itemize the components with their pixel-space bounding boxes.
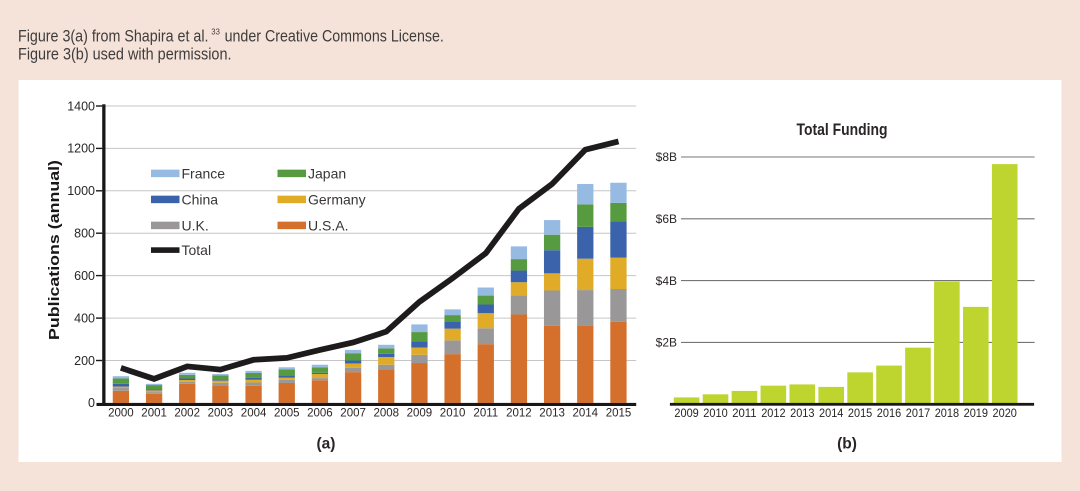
svg-text:2012: 2012 — [506, 408, 532, 420]
svg-text:2000: 2000 — [108, 408, 134, 420]
svg-text:$8B: $8B — [656, 150, 677, 164]
svg-text:U.S.A.: U.S.A. — [308, 217, 348, 233]
svg-text:(b): (b) — [837, 435, 857, 452]
svg-text:2009: 2009 — [407, 408, 433, 420]
svg-text:under Creative Commons License: under Creative Commons License. — [225, 27, 444, 45]
svg-text:2013: 2013 — [790, 406, 815, 420]
svg-text:2016: 2016 — [877, 406, 902, 420]
svg-text:China: China — [182, 191, 219, 207]
svg-text:2010: 2010 — [440, 408, 466, 420]
svg-text:Total: Total — [182, 242, 212, 258]
svg-text:Publications (annual): Publications (annual) — [46, 160, 63, 340]
svg-text:Figure 3(b) used with permissi: Figure 3(b) used with permission. — [18, 46, 232, 64]
svg-text:2015: 2015 — [848, 406, 873, 420]
svg-text:Figure 3(a) from Shapira et al: Figure 3(a) from Shapira et al. — [18, 27, 209, 45]
svg-text:Total Funding: Total Funding — [797, 120, 888, 139]
svg-text:2002: 2002 — [174, 408, 200, 420]
svg-text:2009: 2009 — [674, 406, 699, 420]
svg-text:2013: 2013 — [539, 408, 565, 420]
svg-text:1200: 1200 — [67, 142, 95, 156]
svg-text:2001: 2001 — [141, 408, 167, 420]
svg-text:0: 0 — [88, 396, 95, 410]
svg-text:$6B: $6B — [656, 212, 677, 226]
svg-text:2018: 2018 — [935, 406, 960, 420]
svg-text:2014: 2014 — [573, 408, 599, 420]
svg-text:2004: 2004 — [241, 408, 267, 420]
svg-text:1400: 1400 — [67, 99, 95, 113]
svg-text:$2B: $2B — [656, 336, 677, 350]
svg-text:1000: 1000 — [67, 184, 95, 198]
svg-text:2020: 2020 — [993, 406, 1018, 420]
svg-text:2015: 2015 — [606, 408, 632, 420]
svg-text:$4B: $4B — [656, 274, 677, 288]
svg-text:2011: 2011 — [473, 408, 498, 420]
svg-text:2005: 2005 — [274, 408, 300, 420]
svg-text:800: 800 — [74, 227, 95, 241]
svg-text:(a): (a) — [317, 435, 336, 452]
svg-text:2010: 2010 — [703, 406, 728, 420]
svg-text:U.K.: U.K. — [182, 217, 209, 233]
svg-text:Japan: Japan — [308, 165, 346, 181]
svg-text:600: 600 — [74, 269, 95, 283]
svg-text:200: 200 — [74, 354, 95, 368]
svg-text:400: 400 — [74, 311, 95, 325]
svg-text:Germany: Germany — [308, 191, 366, 207]
svg-text:France: France — [182, 165, 226, 181]
svg-text:2003: 2003 — [208, 408, 234, 420]
svg-text:2012: 2012 — [761, 406, 786, 420]
svg-text:2014: 2014 — [819, 406, 844, 420]
svg-text:2008: 2008 — [374, 408, 400, 420]
svg-text:2006: 2006 — [307, 408, 333, 420]
svg-text:2007: 2007 — [340, 408, 366, 420]
svg-text:2011: 2011 — [732, 406, 757, 420]
svg-text:2019: 2019 — [964, 406, 989, 420]
svg-text:33: 33 — [211, 26, 220, 36]
svg-text:2017: 2017 — [906, 406, 931, 420]
